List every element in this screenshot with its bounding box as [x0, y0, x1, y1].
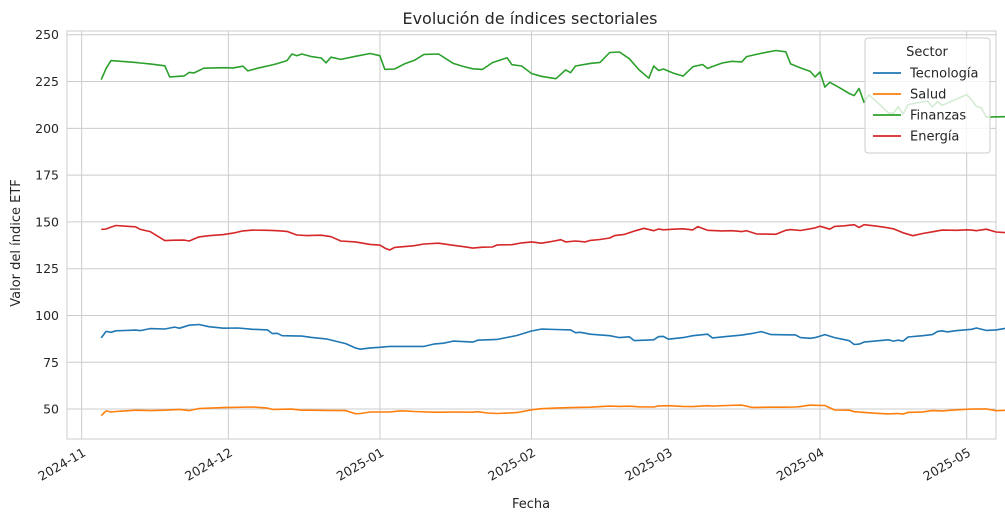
x-tick-label: 2024-12 — [182, 445, 235, 484]
series-line-1 — [100, 323, 1005, 351]
x-axis-ticks: 2024-11 2024-12 2025-01 2025-02 2025-03 2025-… — [35, 445, 973, 484]
chart-title: Evolución de índices sectoriales — [402, 9, 657, 28]
x-tick-label: 2025-05 — [920, 445, 973, 484]
x-tick-label: 2025-02 — [485, 445, 538, 484]
y-tick-label: 75 — [43, 355, 59, 370]
x-tick-label: 2025-03 — [622, 445, 675, 484]
legend: Sector Tecnología Salud Finanzas Energía — [864, 37, 991, 154]
y-tick-label: 225 — [35, 74, 59, 89]
legend-items: Tecnología Salud Finanzas Energía — [873, 67, 978, 145]
y-axis-ticks: 50 75 100 125 150 175 200 225 250 — [35, 27, 59, 416]
y-tick-label: 100 — [35, 308, 59, 323]
y-tick-label: 125 — [35, 261, 59, 276]
legend-box — [864, 37, 991, 154]
x-tick-label: 2025-01 — [334, 445, 387, 484]
legend-title: Sector — [906, 45, 948, 60]
series-line-4 — [101, 223, 1005, 251]
y-tick-label: 200 — [35, 121, 59, 136]
y-axis-label: Valor del índice ETF — [9, 179, 24, 307]
y-tick-label: 250 — [35, 27, 59, 42]
legend-label: Salud — [910, 88, 946, 103]
legend-label: Tecnología — [909, 67, 978, 82]
y-tick-label: 50 — [43, 402, 59, 417]
x-tick-label: 2024-11 — [35, 445, 88, 484]
y-tick-label: 150 — [35, 214, 59, 229]
x-tick-label: 2025-04 — [774, 445, 827, 484]
legend-label: Energía — [910, 130, 959, 145]
grid — [66, 30, 997, 440]
x-axis-label: Fecha — [512, 497, 550, 512]
series-line-2 — [100, 404, 1005, 417]
legend-label: Finanzas — [910, 109, 966, 124]
y-tick-label: 175 — [35, 168, 59, 183]
